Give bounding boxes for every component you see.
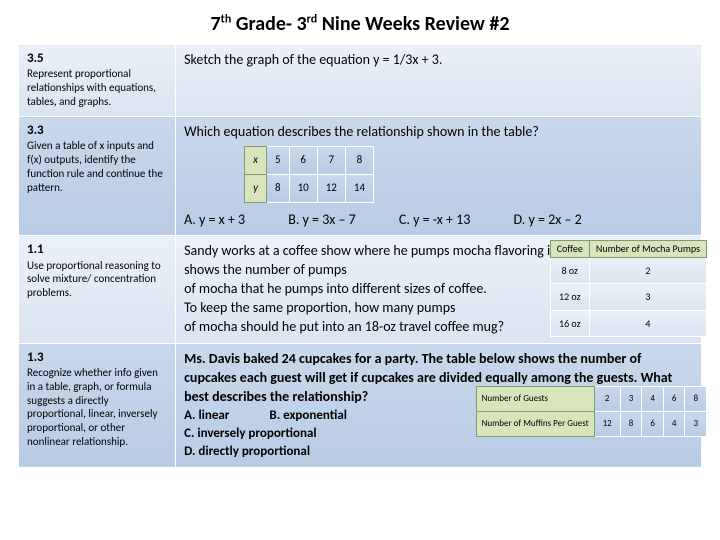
standard-desc: Use proportional reasoning to solve mixt… — [27, 259, 161, 300]
review-table: 3.5 Represent proportional relationships… — [18, 44, 702, 468]
standard-num: 1.3 — [27, 350, 44, 365]
xy-table: x 5 6 7 8 y 8 10 12 14 — [244, 146, 374, 203]
standard-cell: 1.3 Recognize whether info given in a ta… — [19, 343, 176, 467]
standard-desc: Represent proportional relationships wit… — [27, 67, 156, 108]
page-title: 7th Grade- 3rd Nine Weeks Review #2 — [18, 12, 702, 36]
standard-cell: 3.5 Represent proportional relationships… — [19, 45, 176, 117]
standard-desc: Recognize whether info given in a table,… — [27, 366, 158, 448]
question-cell: Ms. Davis baked 24 cupcakes for a party.… — [176, 343, 702, 467]
standard-num: 3.3 — [27, 123, 44, 138]
question-cell: Sandy works at a coffee show where he pu… — [176, 236, 702, 343]
question-text: Which equation describes the relationshi… — [184, 123, 539, 140]
question-cell: Sketch the graph of the equation y = 1/3… — [176, 45, 702, 117]
coffee-table: CoffeeNumber of Mocha Pumps 8 oz2 12 oz3… — [550, 240, 707, 337]
answer-choices: A. y = x + 3 B. y = 3x – 7 C. y = -x + 1… — [184, 211, 693, 230]
xy-header: x — [245, 146, 267, 174]
standard-desc: Given a table of x inputs and f(x) outpu… — [27, 139, 163, 193]
xy-header: y — [245, 174, 267, 202]
guest-table: Number of Guests 2 3 4 6 8 Number of Muf… — [476, 386, 707, 437]
standard-num: 3.5 — [27, 51, 44, 66]
standard-cell: 3.3 Given a table of x inputs and f(x) o… — [19, 117, 176, 236]
question-text: Sketch the graph of the equation y = 1/3… — [184, 51, 442, 68]
standard-cell: 1.1 Use proportional reasoning to solve … — [19, 236, 176, 343]
question-cell: Which equation describes the relationshi… — [176, 117, 702, 236]
standard-num: 1.1 — [27, 242, 44, 257]
